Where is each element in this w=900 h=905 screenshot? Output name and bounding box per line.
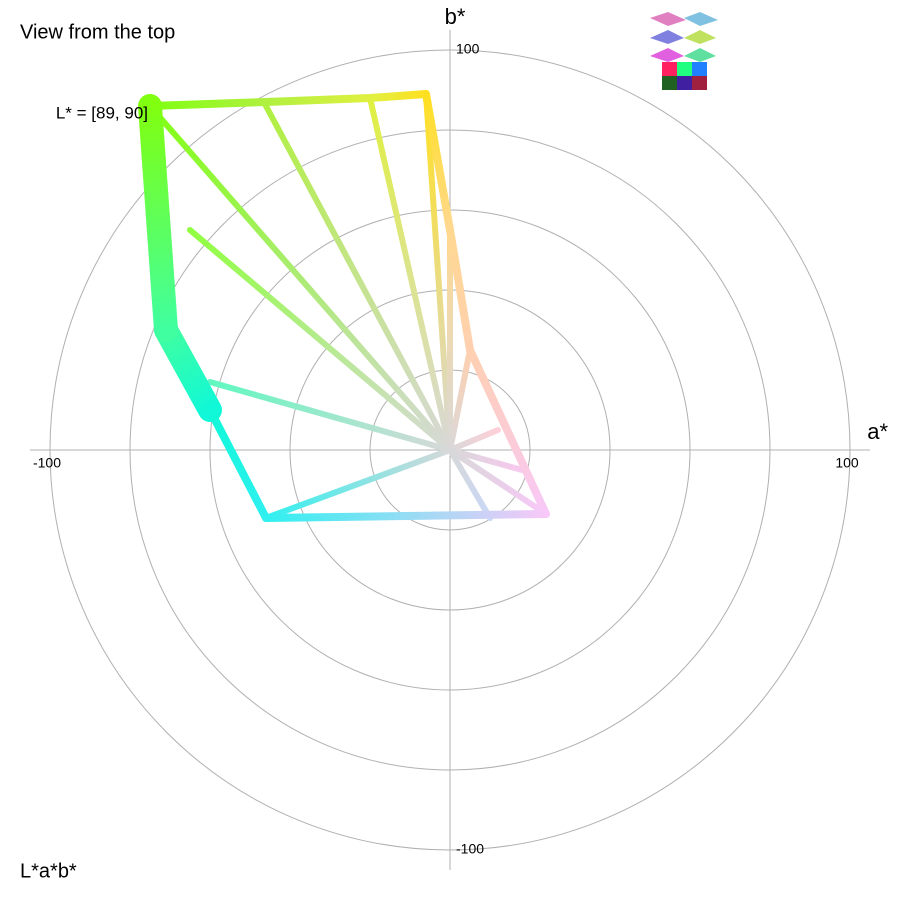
gamut-edge bbox=[366, 90, 430, 102]
gamut-edge bbox=[154, 318, 222, 422]
x-tick-label: 100 bbox=[835, 455, 859, 471]
spoke bbox=[447, 427, 501, 453]
x-axis-label: a* bbox=[867, 419, 888, 444]
spoke bbox=[447, 447, 525, 473]
spoke bbox=[367, 95, 453, 453]
x-tick-label: -100 bbox=[33, 455, 61, 471]
y-tick-label: -100 bbox=[456, 841, 484, 857]
spoke bbox=[147, 103, 453, 453]
spoke bbox=[447, 347, 473, 453]
slice-label: L* = [89, 90] bbox=[56, 103, 148, 122]
spoke bbox=[447, 447, 549, 517]
spoke bbox=[263, 103, 453, 453]
gamut-edge bbox=[262, 94, 374, 106]
view-icons bbox=[650, 12, 718, 90]
gamut-edge bbox=[262, 510, 550, 522]
gamut-edge bbox=[466, 346, 550, 518]
gamut-edge bbox=[138, 94, 178, 342]
spoke bbox=[207, 379, 453, 453]
chart-title: View from the top bbox=[20, 21, 175, 43]
y-tick-label: 100 bbox=[456, 41, 480, 57]
y-axis-label: b* bbox=[445, 4, 466, 29]
spoke bbox=[447, 447, 493, 521]
spoke bbox=[187, 227, 453, 453]
gamut-edge bbox=[446, 226, 474, 354]
gamut bbox=[138, 90, 550, 522]
space-label: L*a*b* bbox=[20, 860, 77, 882]
gamut-edge bbox=[206, 406, 270, 522]
spoke bbox=[263, 447, 453, 521]
gamut-edge bbox=[146, 98, 270, 110]
spoke bbox=[423, 91, 453, 453]
gamut-edge bbox=[422, 90, 454, 234]
